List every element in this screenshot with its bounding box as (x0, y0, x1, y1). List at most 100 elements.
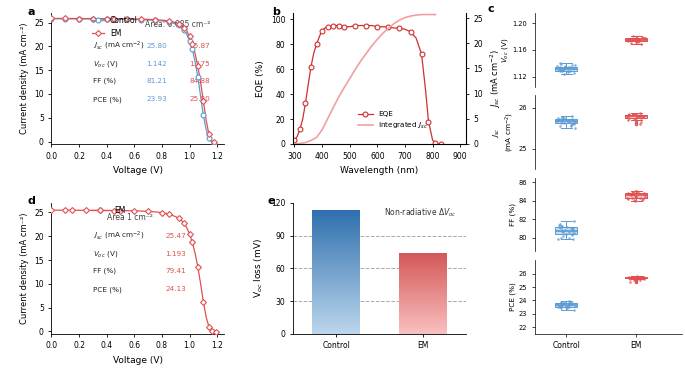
Point (631, 113, 642, 119)
Point (623, 117, 634, 123)
Point (638, 35, 649, 41)
Text: $J_{sc}$ (mA cm$^{-2}$): $J_{sc}$ (mA cm$^{-2}$) (93, 40, 145, 52)
Point (563, 301, 574, 307)
Point (563, 298, 574, 304)
Point (633, 38, 644, 44)
Point (627, 191, 638, 197)
Y-axis label: Current density (mA cm⁻²): Current density (mA cm⁻²) (20, 23, 29, 134)
Point (636, 274, 647, 280)
Point (622, 195, 633, 201)
Text: 25.80: 25.80 (190, 97, 210, 103)
Point (627, 111, 638, 117)
PathPatch shape (555, 66, 577, 70)
Point (554, 304, 565, 310)
Point (632, 113, 643, 119)
Point (568, 120, 579, 126)
Y-axis label: FF (%): FF (%) (510, 203, 516, 226)
Point (638, 114, 649, 120)
Point (639, 192, 650, 198)
Y-axis label: $J_{sc}$
(mA cm$^{-2}$): $J_{sc}$ (mA cm$^{-2}$) (492, 112, 516, 152)
Point (631, 194, 642, 200)
Point (553, 303, 564, 309)
Point (623, 37, 634, 43)
Point (562, 68, 573, 73)
Point (555, 223, 566, 229)
Point (569, 119, 580, 125)
Point (630, 198, 640, 204)
Point (561, 304, 572, 310)
Point (627, 112, 638, 118)
Point (625, 36, 636, 42)
Point (627, 191, 638, 197)
Text: b: b (273, 6, 280, 16)
Point (623, 112, 634, 117)
Point (561, 65, 572, 71)
Point (556, 61, 566, 67)
Point (552, 236, 563, 242)
PathPatch shape (625, 277, 647, 278)
Point (566, 123, 577, 129)
Point (626, 38, 637, 44)
Text: Area: 0.085 cm⁻²: Area: 0.085 cm⁻² (145, 20, 210, 29)
Point (632, 35, 643, 41)
Point (622, 37, 633, 43)
Point (625, 37, 636, 43)
Point (637, 196, 648, 202)
Point (636, 115, 647, 121)
Point (568, 236, 579, 242)
Point (558, 299, 569, 305)
Text: d: d (27, 196, 35, 206)
Point (638, 275, 649, 280)
Point (559, 227, 570, 233)
Text: Non-radiative $\Delta V_{oc}$: Non-radiative $\Delta V_{oc}$ (384, 207, 457, 219)
Point (623, 275, 634, 281)
Text: FF (%): FF (%) (93, 268, 116, 274)
Point (635, 110, 646, 116)
Point (553, 224, 564, 230)
Text: 23.93: 23.93 (147, 97, 167, 103)
Point (554, 67, 565, 73)
Point (634, 36, 645, 42)
PathPatch shape (555, 227, 577, 234)
Point (622, 114, 633, 120)
Y-axis label: EQE (%): EQE (%) (256, 60, 265, 97)
Point (555, 68, 566, 74)
Point (559, 115, 570, 120)
Point (566, 121, 577, 127)
Point (631, 35, 642, 41)
Point (628, 197, 639, 203)
Point (626, 274, 637, 280)
Point (624, 111, 635, 117)
Point (636, 112, 647, 117)
Point (558, 66, 569, 72)
Point (569, 303, 580, 309)
Text: 25.47: 25.47 (165, 233, 186, 239)
Y-axis label: $J_{sc}$ (mA cm$^{-2}$): $J_{sc}$ (mA cm$^{-2}$) (488, 49, 503, 108)
Point (638, 275, 649, 280)
Point (553, 117, 564, 123)
Point (636, 34, 647, 40)
Point (625, 279, 636, 285)
Text: FF (%): FF (%) (93, 78, 116, 84)
Text: 81.21: 81.21 (147, 78, 167, 84)
Point (555, 299, 566, 305)
Text: $J_{sc}$ (mA cm$^{-2}$): $J_{sc}$ (mA cm$^{-2}$) (93, 229, 145, 242)
Point (569, 62, 580, 68)
Point (636, 119, 647, 125)
Point (632, 273, 643, 279)
Point (556, 302, 567, 308)
Point (624, 38, 635, 44)
Point (567, 225, 578, 231)
Point (566, 116, 577, 122)
Y-axis label: Current density (mA cm⁻²): Current density (mA cm⁻²) (20, 213, 29, 324)
Point (633, 189, 644, 195)
Point (635, 121, 646, 127)
Point (631, 193, 642, 199)
Point (631, 188, 642, 194)
Point (557, 67, 568, 73)
Point (633, 113, 644, 119)
Point (563, 304, 574, 310)
Point (562, 303, 573, 309)
Point (563, 229, 574, 235)
Point (558, 115, 569, 121)
